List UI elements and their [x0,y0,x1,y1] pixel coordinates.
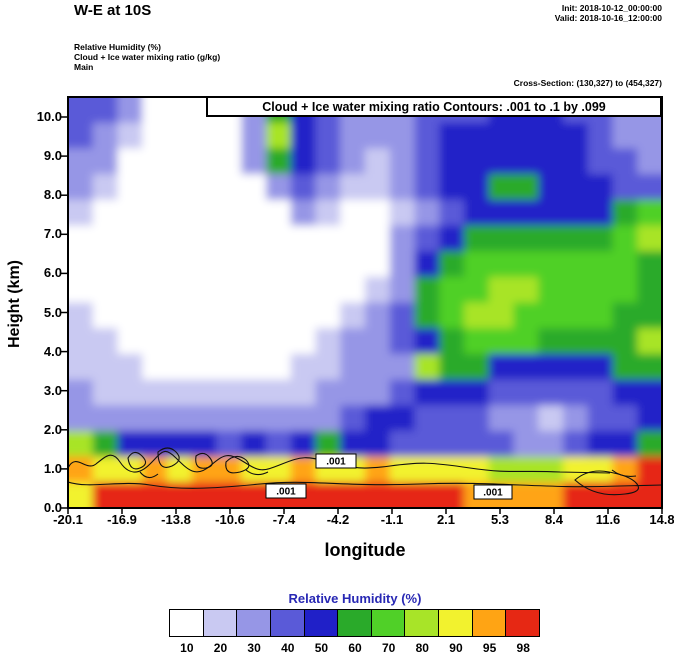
colorbar-tick-label: 60 [348,641,362,655]
colorbar-swatch [471,609,507,637]
x-tick-label: 14.8 [649,512,674,527]
field-line-rh: Relative Humidity (%) [74,42,161,52]
contour-label: .001 [276,487,296,498]
colorbar-tick-label: 30 [247,641,261,655]
colorbar-swatch [370,609,406,637]
valid-time: Valid: 2018-10-16_12:00:00 [554,13,662,23]
init-time: Init: 2018-10-12_00:00:00 [561,3,662,13]
contour-label-box [473,484,513,500]
colorbar-title: Relative Humidity (%) [288,591,422,606]
colorbar-tick-label: 20 [213,641,228,655]
y-tick-label: 6.0 [43,265,62,281]
colorbar-tick-label: 50 [314,641,329,655]
colorbar-tick-labels: 10 20 30 40 50 60 70 80 90 95 98 [170,641,540,655]
contour-label: .001 [326,457,346,468]
colorbar-swatch [505,609,541,637]
colorbar-swatch [404,609,440,637]
rh-field [68,97,662,508]
field-line-main: Main [74,62,94,72]
contour-label: .001 [483,488,503,499]
colorbar-swatch [438,609,473,637]
plotted-fields-list: Relative Humidity (%) Cloud + Ice water … [74,42,220,72]
field-line-cloud: Cloud + Ice water mixing ratio (g/kg) [74,52,221,62]
cross-section-info: Cross-Section: (130,327) to (454,327) [513,78,662,88]
colorbar-tick-label: 90 [449,641,463,655]
colorbar-tick-label: 98 [516,641,530,655]
colorbar-swatch [202,609,238,637]
y-tick-label: 4.0 [43,343,62,359]
contour-title: Cloud + Ice water mixing ratio Contours:… [262,99,606,114]
colorbar-swatch [303,609,339,637]
y-tick-label: 8.0 [43,187,62,203]
colorbar-swatch [269,609,305,637]
y-tick-label: 0.0 [43,500,62,515]
contour-label-box [315,453,357,469]
y-tick-label: 10.0 [36,109,62,124]
x-tick-label: -1.1 [380,512,404,527]
cross-section-plot: .001 .001 .001 [61,96,663,514]
y-tick-label: 9.0 [43,148,62,164]
y-tick-label: 3.0 [43,382,62,398]
x-tick-label: -16.9 [107,512,137,527]
contour-label-box [265,483,307,499]
colorbar-swatch [337,609,372,637]
x-tick-label: 11.6 [595,512,621,527]
x-tick-label: -7.4 [272,512,296,527]
x-tick-label: -10.6 [215,512,245,527]
cloud-contours [68,447,662,496]
x-axis-label: longitude [324,540,406,560]
colorbar-tick-label: 10 [180,641,194,655]
x-tick-label: -4.2 [326,512,350,527]
y-tick-label: 1.0 [43,460,62,476]
colorbar-tick-label: 95 [482,641,497,655]
colorbar [169,609,541,637]
x-tick-label: 8.4 [544,512,564,527]
page-title: W-E at 10S [74,2,152,19]
colorbar-swatch [169,609,204,637]
y-tick-label: 7.0 [43,226,62,242]
x-tick-label: 5.3 [490,512,510,527]
colorbar-tick-label: 80 [415,641,429,655]
colorbar-tick-label: 40 [281,641,295,655]
x-tick-label: -13.8 [161,512,191,527]
colorbar-tick-label: 70 [381,641,396,655]
y-tick-label: 5.0 [43,304,62,320]
axis-ticks [61,116,663,514]
contour-title-box: Cloud + Ice water mixing ratio Contours:… [206,96,662,117]
colorbar-swatch [236,609,271,637]
run-times: Init: 2018-10-12_00:00:00 Valid: 2018-10… [555,3,662,23]
y-tick-label: 2.0 [43,421,62,437]
x-tick-label: 2.1 [436,512,456,527]
x-tick-label: -20.1 [53,512,83,527]
